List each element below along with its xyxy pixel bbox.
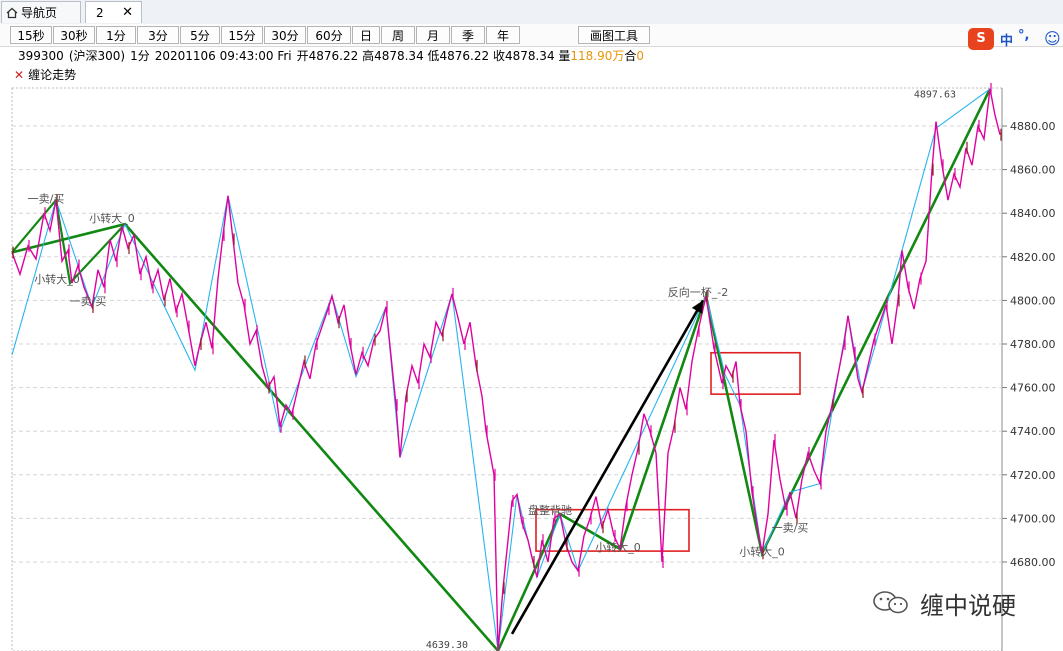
period-button-1[interactable]: 30秒 bbox=[53, 26, 95, 44]
ime-emoji-icon[interactable]: ☺ bbox=[1044, 29, 1061, 48]
sub-segment-line bbox=[11, 197, 126, 286]
y-tick-label: 4720.00 bbox=[1010, 469, 1056, 482]
study-legend: ✕ 缠论走势 bbox=[14, 66, 76, 84]
volume-value: 118.90万 bbox=[570, 49, 625, 63]
signal-annotation: 一卖/买 bbox=[772, 521, 809, 534]
sogou-icon[interactable]: S bbox=[968, 28, 994, 50]
signal-annotation: 盘整背驰 bbox=[528, 503, 572, 517]
period-button-3[interactable]: 3分 bbox=[137, 26, 179, 44]
signal-annotation: 一卖/买 bbox=[70, 295, 107, 308]
wechat-icon bbox=[873, 591, 908, 614]
period-button-2[interactable]: 1分 bbox=[96, 26, 136, 44]
trend-arrow-head bbox=[691, 300, 703, 314]
ime-chinese-toggle[interactable]: 中 bbox=[1000, 34, 1014, 49]
period-button-12[interactable]: 年 bbox=[486, 26, 520, 44]
datetime: 20201106 09:43:00 Fri bbox=[154, 49, 292, 63]
y-tick-label: 4680.00 bbox=[1010, 556, 1056, 569]
stroke-line bbox=[11, 88, 991, 651]
y-tick-label: 4700.00 bbox=[1010, 512, 1056, 525]
study-close-icon[interactable]: ✕ bbox=[14, 68, 25, 82]
security-code: 399300 bbox=[18, 49, 64, 63]
period-button-4[interactable]: 5分 bbox=[180, 26, 220, 44]
study-name: 缠论走势 bbox=[28, 68, 77, 82]
tab-chart-label: 2 bbox=[96, 6, 104, 20]
tab-home[interactable]: 导航页 bbox=[1, 1, 81, 23]
tab-close-icon[interactable]: ✕ bbox=[122, 5, 133, 20]
home-icon bbox=[6, 7, 18, 19]
low-price-label: 4639.30 bbox=[426, 640, 468, 651]
y-tick-label: 4860.00 bbox=[1010, 164, 1056, 177]
tab-home-label: 导航页 bbox=[21, 6, 58, 20]
quote-info-bar: 399300 (沪深300) 1分 20201106 09:43:00 Fri 开487… bbox=[0, 47, 1063, 65]
high-price-label: 4897.63 bbox=[914, 90, 956, 101]
trend-arrow-line bbox=[510, 299, 705, 635]
pivot-box bbox=[710, 351, 801, 395]
period-label: 1分 bbox=[130, 49, 150, 63]
period-button-9[interactable]: 周 bbox=[381, 26, 415, 44]
ime-punctuation-toggle[interactable]: °, bbox=[1018, 28, 1030, 43]
signal-annotation: 小转大_0 bbox=[595, 540, 641, 554]
period-button-0[interactable]: 15秒 bbox=[10, 26, 52, 44]
tab-bar: 导航页 2 ✕ bbox=[0, 0, 1063, 25]
period-button-7[interactable]: 60分 bbox=[307, 26, 351, 44]
period-button-10[interactable]: 月 bbox=[416, 26, 450, 44]
signal-annotation: 小转大_0 bbox=[89, 211, 135, 225]
he-value: 0 bbox=[636, 49, 645, 63]
period-button-8[interactable]: 日 bbox=[352, 26, 380, 44]
period-button-6[interactable]: 30分 bbox=[264, 26, 306, 44]
security-name: (沪深300) bbox=[68, 49, 126, 63]
period-bar: 15秒 30秒 1分 3分 5分 15分 30分 60分日周月季年 画图工具 bbox=[0, 24, 1063, 47]
y-tick-label: 4840.00 bbox=[1010, 207, 1056, 220]
signal-annotation: 小转大_0 bbox=[739, 544, 785, 558]
watermark-text: 缠中说硬 bbox=[920, 592, 1016, 620]
price-line bbox=[11, 88, 1001, 651]
he-label: 合 bbox=[624, 49, 637, 63]
signal-annotation: 小转大_0 bbox=[34, 272, 80, 286]
y-tick-label: 4800.00 bbox=[1010, 294, 1056, 307]
period-button-5[interactable]: 15分 bbox=[221, 26, 263, 44]
plot-area-frame bbox=[11, 87, 1003, 651]
signal-annotation: 反向一杯_-2 bbox=[668, 285, 728, 299]
period-button-11[interactable]: 季 bbox=[451, 26, 485, 44]
segment-line bbox=[11, 88, 992, 651]
ohlc-values: 开4876.22 高4878.34 低4876.22 收4878.34 量 bbox=[296, 49, 571, 63]
ime-toolbar[interactable]: S 中 °, ☺ bbox=[966, 28, 1063, 50]
y-tick-label: 4820.00 bbox=[1010, 251, 1056, 264]
y-tick-label: 4760.00 bbox=[1010, 382, 1056, 395]
y-tick-label: 4740.00 bbox=[1010, 425, 1056, 438]
tab-chart[interactable]: 2 ✕ bbox=[85, 1, 142, 23]
y-tick-label: 4780.00 bbox=[1010, 338, 1056, 351]
draw-tool-button[interactable]: 画图工具 bbox=[578, 26, 650, 44]
signal-annotation: 一卖/买 bbox=[28, 192, 65, 205]
pivot-box bbox=[535, 508, 690, 552]
y-tick-label: 4880.00 bbox=[1010, 120, 1056, 133]
